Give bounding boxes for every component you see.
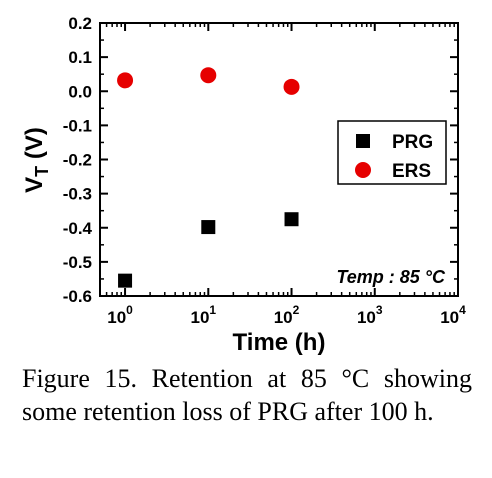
y-tick-label: -0.4 [63, 219, 93, 238]
x-tick-base: 10 [274, 308, 293, 327]
x-tick-exponent: 2 [293, 303, 300, 317]
legend-marker-prg [356, 134, 370, 148]
y-axis-title-rest: (V) [21, 127, 48, 166]
marker-ers [283, 78, 300, 95]
y-tick-label: -0.2 [63, 151, 92, 170]
x-tick-exponent: 3 [376, 303, 383, 317]
legend-label-prg: PRG [392, 132, 433, 153]
x-tick-base: 10 [190, 308, 209, 327]
x-tick-label: 101 [190, 303, 216, 327]
marker-prg [284, 212, 299, 227]
x-tick-base: 10 [107, 308, 126, 327]
temperature-annotation: Temp : 85 °C [336, 267, 446, 287]
marker-prg [118, 273, 133, 288]
x-tick-label: 102 [274, 303, 300, 327]
legend-marker-ers [355, 162, 371, 178]
legend: PRG ERS [337, 120, 447, 185]
x-tick-exponent: 4 [459, 303, 466, 317]
y-tick-label: -0.5 [63, 253, 92, 272]
y-axis-title: VT (V) [21, 127, 52, 193]
x-tick-label: 104 [440, 303, 466, 327]
y-tick-label: 0.2 [68, 14, 92, 33]
legend-label-ers: ERS [392, 161, 431, 182]
marker-ers [117, 72, 134, 89]
y-tick-label: -0.3 [63, 185, 92, 204]
y-axis-title-main: V [21, 177, 48, 193]
x-tick-label: 103 [357, 303, 383, 327]
x-tick-base: 10 [357, 308, 376, 327]
marker-ers [200, 67, 217, 84]
y-axis-title-sub: T [32, 166, 52, 177]
tick-group [100, 22, 459, 297]
y-tick-label: 0.1 [68, 48, 92, 67]
x-tick-exponent: 1 [209, 303, 216, 317]
y-tick-label: 0.0 [68, 82, 92, 101]
y-tick-label: -0.1 [63, 116, 92, 135]
data-markers [117, 67, 300, 288]
x-tick-exponent: 0 [126, 303, 133, 317]
x-tick-label: 100 [107, 303, 133, 327]
marker-prg [201, 220, 216, 235]
y-tick-label: -0.6 [63, 287, 92, 306]
figure-caption: Figure 15. Retention at 85 °C showing so… [22, 364, 472, 426]
x-tick-base: 10 [440, 308, 459, 327]
x-axis-title: Time (h) [233, 329, 326, 356]
